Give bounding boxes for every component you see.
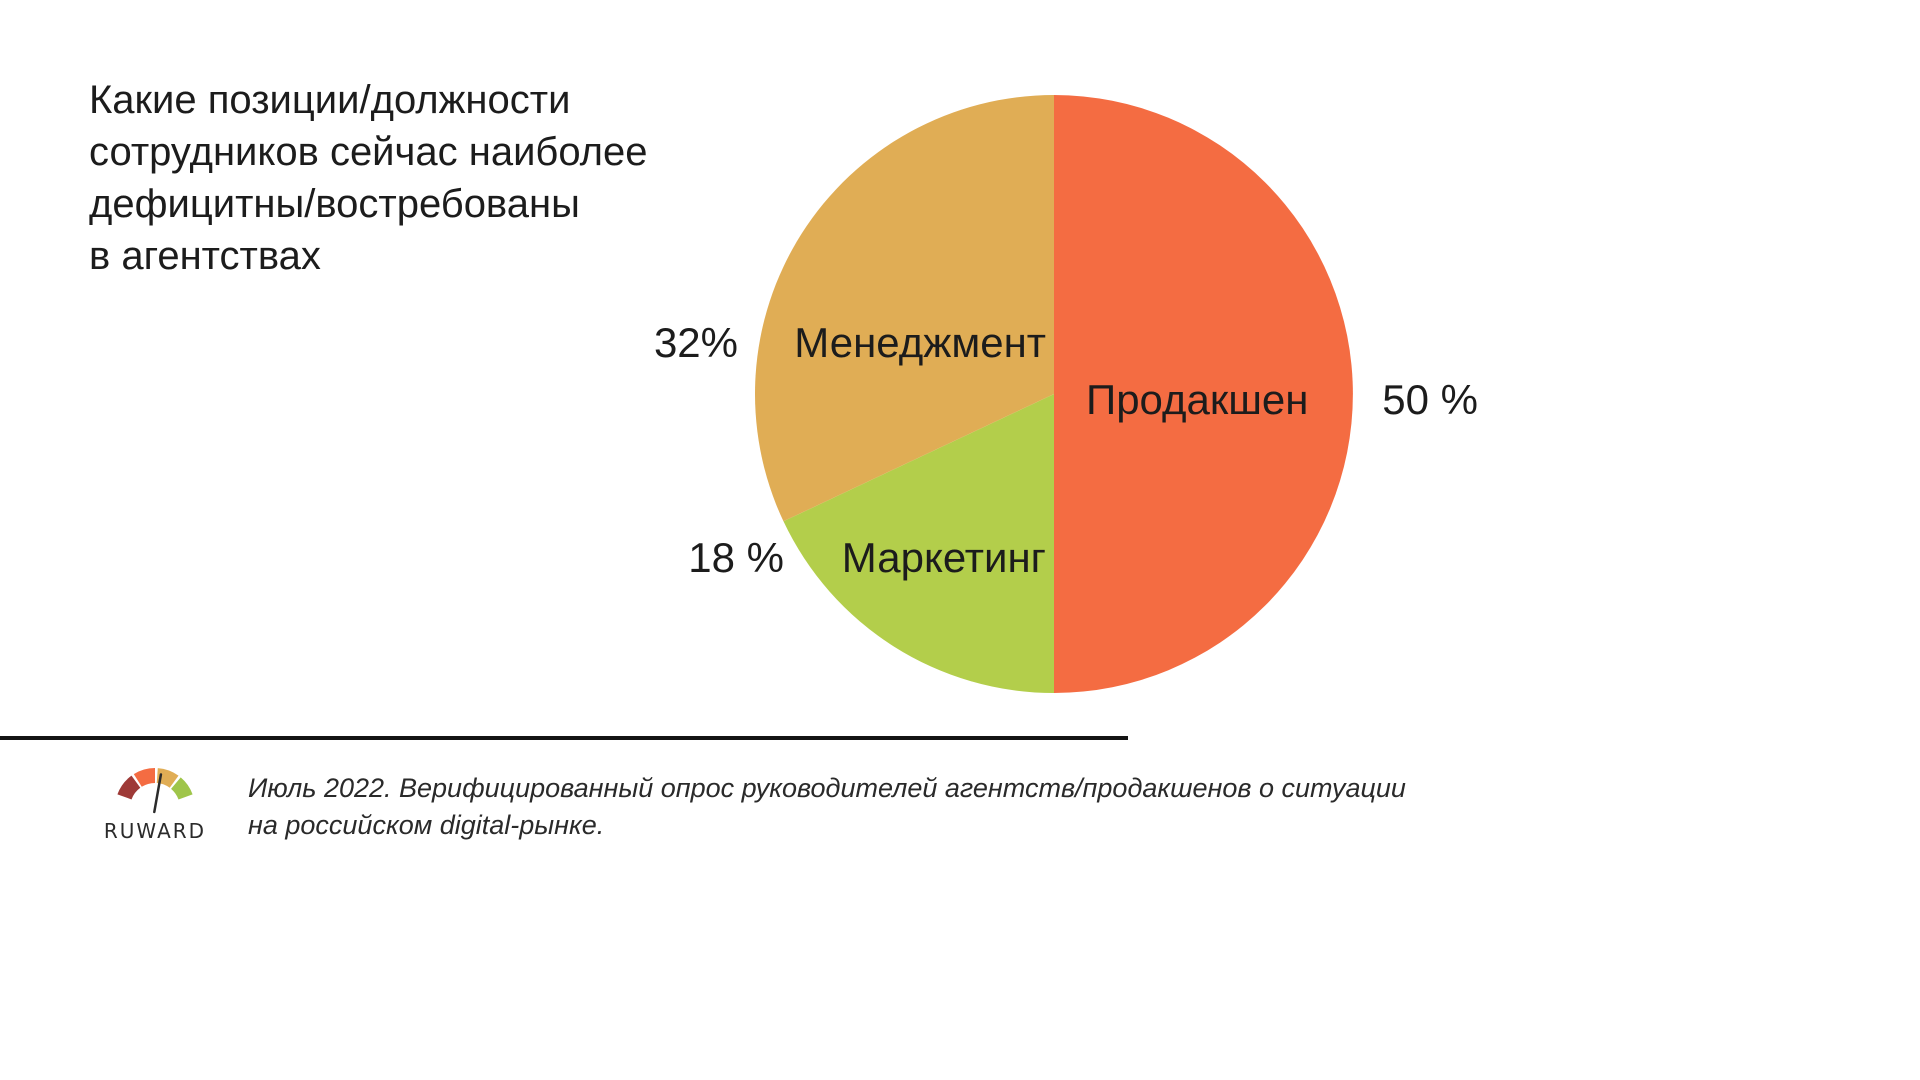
gauge-icon: [117, 768, 193, 814]
slice-label-2: Маркетинг: [842, 534, 1046, 581]
survey-footnote: Июль 2022. Верифицированный опрос руково…: [248, 773, 1406, 840]
gauge-segment-2: [133, 768, 155, 787]
slice-value-1: 50 %: [1382, 376, 1478, 423]
gauge-needle: [153, 773, 163, 814]
pie-slice-2: [783, 394, 1054, 693]
pie-labels: Продакшен 50 % Маркетинг 18 % Менеджмент 32%: [654, 319, 1478, 581]
gauge-segment-3: [156, 768, 179, 788]
gauge-segment-4: [171, 777, 193, 800]
slice-label-1: Продакшен: [1086, 376, 1308, 423]
pie-slice-3: [754, 94, 1054, 522]
gauge-segment-1: [117, 775, 141, 800]
pie-slices: [754, 94, 1353, 693]
pie-slice-1: [1054, 95, 1353, 693]
divider: [0, 736, 1128, 740]
logo-wordmark: RUWARD: [104, 819, 206, 843]
pie-chart: Продакшен 50 % Маркетинг 18 % Менеджмент 32%: [654, 94, 1478, 693]
ruward-logo: RUWARD: [104, 768, 206, 843]
slice-value-3: 32%: [654, 319, 738, 366]
slide-title: Какие позиции/должности сотрудников сейч…: [89, 78, 648, 278]
slice-value-2: 18 %: [688, 534, 784, 581]
slice-label-3: Менеджмент: [794, 319, 1046, 366]
